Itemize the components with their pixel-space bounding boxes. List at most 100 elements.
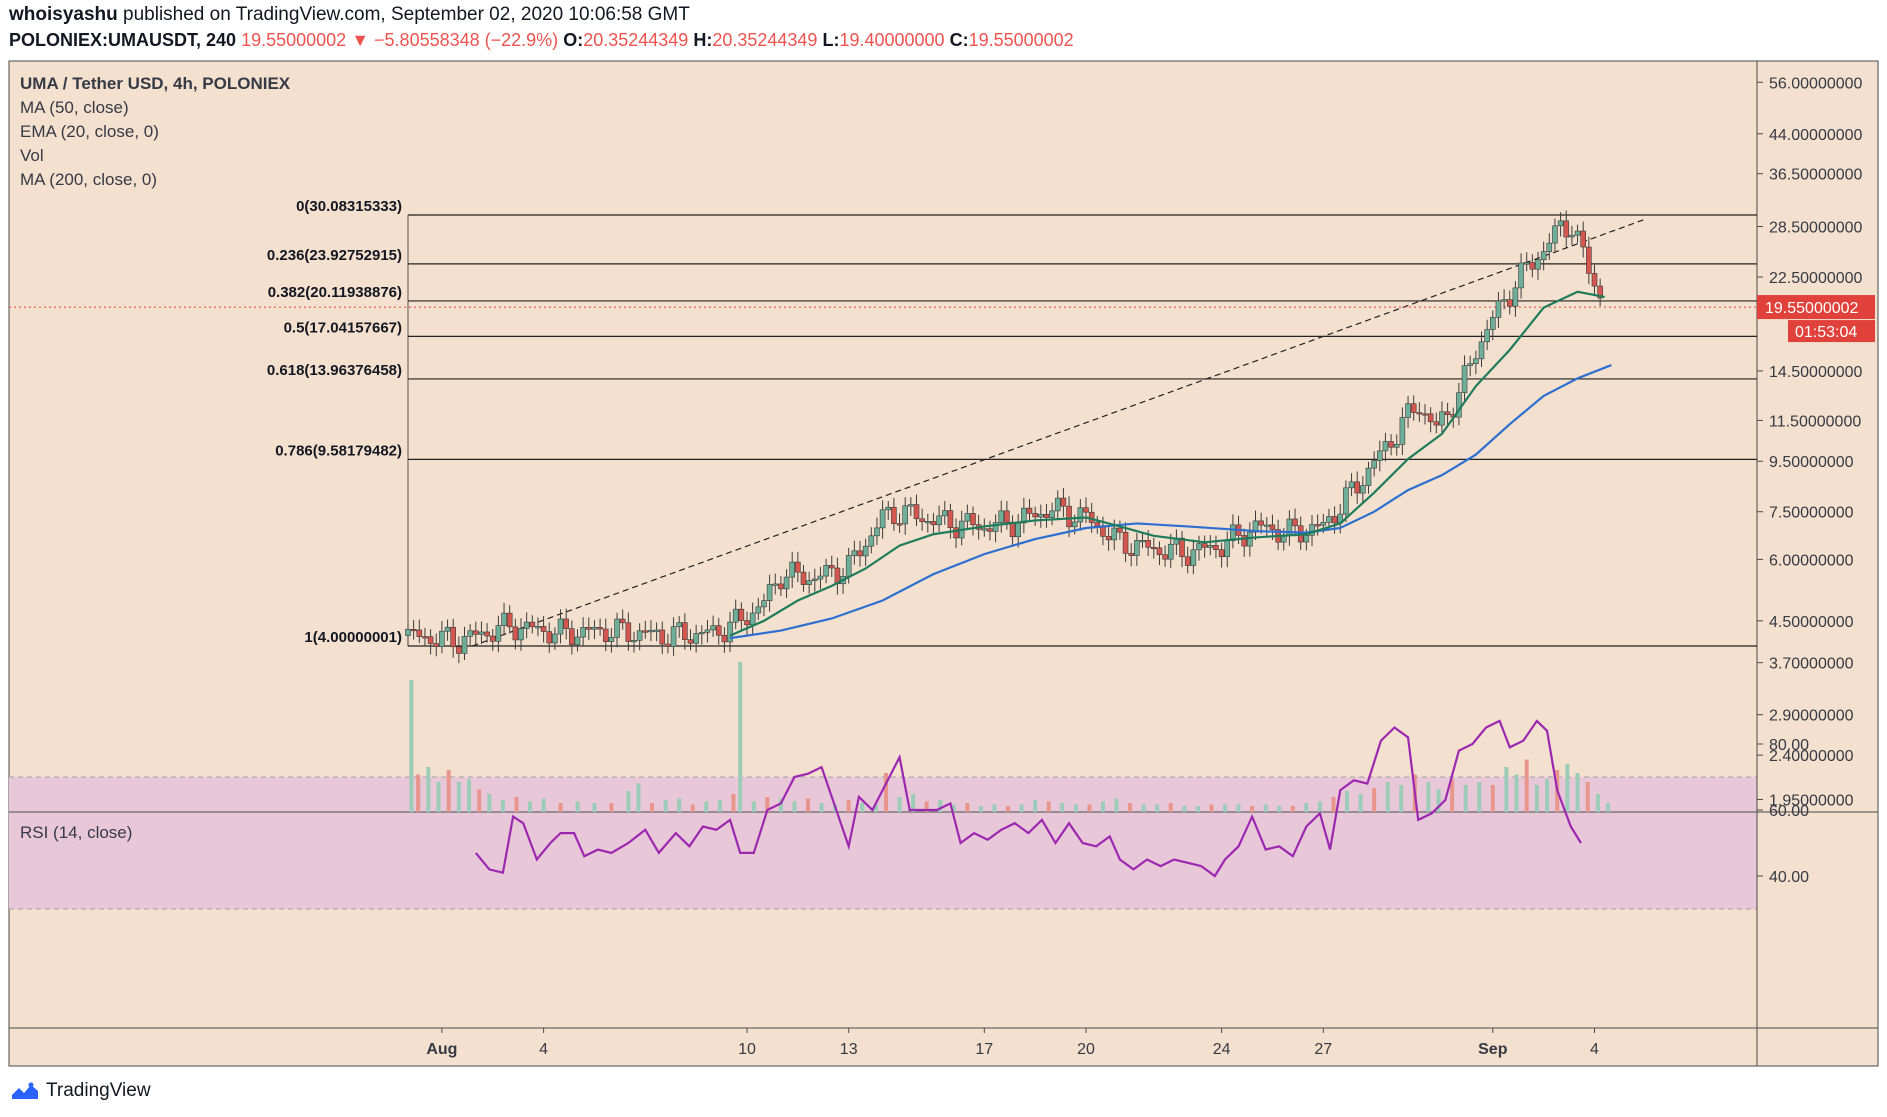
current-price-tag-label: 19.55000002 — [1765, 300, 1859, 317]
candle-body — [444, 626, 451, 632]
candle-body — [1343, 487, 1349, 515]
change-arrow: ▼ — [351, 30, 370, 50]
candle-body — [1314, 524, 1321, 527]
candle-body — [478, 631, 485, 635]
indicator-legend: UMA / Tether USD, 4h, POLONIEX MA (50, c… — [20, 72, 290, 192]
volume-bar — [1141, 804, 1146, 812]
candle-body — [557, 618, 564, 635]
candle-body — [1371, 460, 1377, 469]
candle-body — [1405, 403, 1411, 418]
candle-body — [1399, 417, 1406, 445]
candle-body — [783, 576, 790, 590]
candle-body — [1184, 556, 1191, 566]
rsi-legend[interactable]: RSI (14, close) — [20, 823, 133, 842]
candle-body — [862, 545, 869, 557]
candle-body — [602, 628, 609, 643]
legend-vol[interactable]: Vol — [20, 146, 44, 165]
candle-body — [427, 636, 434, 644]
candle-body — [1580, 230, 1586, 248]
candle-body — [970, 513, 976, 525]
candle-body — [1495, 300, 1502, 318]
candle-body — [1461, 365, 1468, 394]
legend-title[interactable]: UMA / Tether USD, 4h, POLONIEX — [20, 74, 291, 93]
volume-bar — [1087, 804, 1092, 812]
author-name[interactable]: whoisyashu — [9, 4, 118, 25]
candle-body — [795, 561, 801, 573]
volume-bar — [409, 680, 414, 812]
open-label: O: — [563, 30, 584, 50]
candle-body — [1574, 230, 1581, 236]
candle-body — [1083, 507, 1089, 513]
candle-body — [625, 622, 632, 642]
candle-body — [761, 600, 767, 608]
candle-body — [1552, 225, 1558, 244]
candle-body — [1393, 444, 1400, 448]
volume-bar — [1209, 804, 1214, 812]
candle-body — [749, 612, 756, 626]
high-value: 20.35244349 — [712, 30, 818, 50]
candle-body — [885, 506, 892, 511]
time-axis-label: 4 — [539, 1041, 548, 1058]
volume-bar — [1450, 779, 1455, 812]
volume-bar — [1606, 803, 1611, 812]
legend-ema20[interactable]: EMA (20, close, 0) — [20, 122, 159, 141]
candle-body — [800, 571, 807, 585]
candle-body — [1309, 524, 1315, 536]
candle-body — [1066, 505, 1072, 528]
candle-body — [1094, 522, 1101, 527]
candle-body — [670, 626, 677, 647]
candle-body — [941, 510, 948, 517]
candle-body — [1348, 481, 1355, 489]
candle-body — [608, 637, 615, 643]
candle-body — [540, 626, 547, 632]
countdown-tag-label: 01:53:04 — [1795, 324, 1857, 341]
candle-body — [1320, 521, 1327, 526]
candle-body — [1326, 516, 1332, 523]
candle-body — [467, 630, 473, 637]
candle-body — [1021, 507, 1027, 524]
volume-bar — [1358, 794, 1363, 812]
candle-body — [891, 506, 897, 524]
candle-body — [1071, 521, 1078, 528]
candle-body — [512, 626, 519, 641]
candle-body — [1230, 524, 1236, 541]
legend-ma200[interactable]: MA (200, close, 0) — [20, 170, 158, 189]
candle-body — [450, 626, 457, 648]
candle-body — [591, 627, 598, 630]
volume-bar — [626, 791, 631, 812]
candle-body — [902, 505, 909, 525]
price-axis-label: 22.50000000 — [1769, 270, 1863, 287]
candle-body — [1218, 549, 1225, 558]
candle-body — [766, 584, 773, 601]
volume-bar — [751, 801, 756, 812]
trendline — [472, 218, 1646, 647]
candle-body — [1122, 531, 1129, 554]
volume-bar — [1585, 782, 1590, 812]
candle-body — [642, 630, 649, 633]
candle-body — [1111, 527, 1118, 541]
candle-body — [1004, 510, 1010, 523]
price-axis-label: 1.95000000 — [1769, 792, 1854, 809]
candle-body — [665, 643, 671, 647]
price-axis-label: 36.50000000 — [1769, 167, 1863, 184]
candle-body — [744, 620, 750, 626]
volume-bar — [1595, 794, 1600, 812]
candle-body — [1535, 259, 1541, 270]
last-price: 19.55000002 — [241, 30, 347, 50]
candle-body — [614, 618, 620, 638]
volume-bar — [1155, 804, 1160, 812]
tradingview-brand[interactable]: TradingView — [10, 1080, 151, 1102]
candle-body — [992, 522, 999, 532]
price-axis-label: 11.50000000 — [1769, 413, 1861, 430]
candle-body — [648, 630, 654, 633]
volume-bar — [1524, 759, 1529, 812]
rsi-axis-label: 80.00 — [1769, 737, 1809, 754]
candle-body — [1546, 242, 1553, 253]
volume-bar — [1033, 800, 1038, 812]
candle-body — [1054, 497, 1061, 512]
volume-bar — [1477, 782, 1482, 812]
publisher-line: whoisyashu published on TradingView.com,… — [9, 4, 690, 26]
legend-ma50[interactable]: MA (50, close) — [20, 98, 129, 117]
candle-body — [1586, 246, 1592, 274]
